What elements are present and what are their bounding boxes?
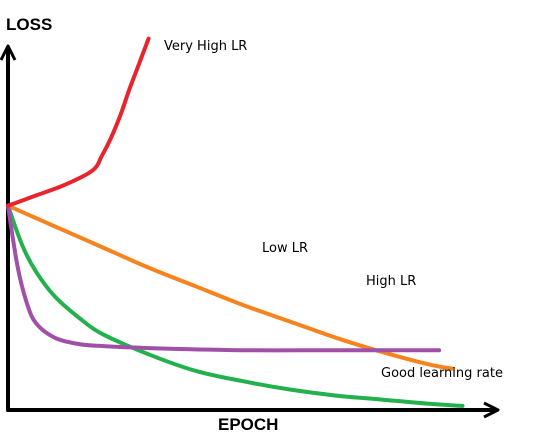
label-high-lr: High LR [366, 274, 416, 289]
series-line-good-learning-rate [6, 203, 465, 408]
label-good-learning-rate: Good learning rate [381, 366, 503, 381]
y-axis-arrowhead [0, 44, 17, 61]
series-line-low-lr [6, 203, 456, 371]
x-axis-arrowhead [483, 401, 500, 419]
series-layer [6, 36, 465, 408]
series-line-very-high-lr [6, 36, 151, 208]
y-axis-label: LOSS [6, 15, 52, 34]
series-line-high-lr [6, 203, 442, 353]
label-low-lr: Low LR [262, 241, 308, 256]
label-very-high-lr: Very High LR [164, 39, 247, 54]
x-axis-label: EPOCH [218, 415, 278, 434]
